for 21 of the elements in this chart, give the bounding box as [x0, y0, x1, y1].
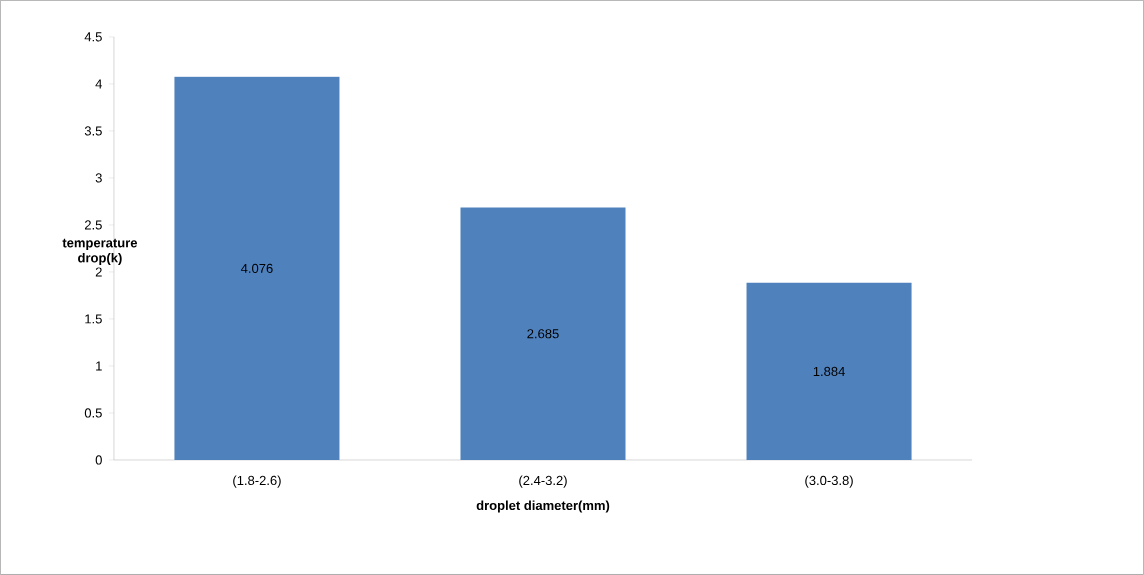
- y-tick-label: 1.5: [85, 314, 102, 324]
- bar: [460, 207, 626, 461]
- x-axis-title: droplet diameter(mm): [476, 500, 610, 513]
- y-tick-label: 3: [95, 173, 102, 183]
- x-tick-label: (1.8-2.6): [233, 475, 281, 488]
- y-tick-label: 1: [96, 361, 102, 371]
- x-tick-label: (2.4-3.2): [519, 475, 567, 488]
- y-tick-label: 4: [95, 79, 103, 89]
- y-tick-label: 4.5: [84, 32, 102, 42]
- data-label: 4.076: [240, 263, 273, 274]
- y-tick-label: 3.5: [84, 126, 102, 136]
- x-tick-label: (3.0-3.8): [805, 475, 853, 488]
- y-tick-label: 0: [95, 455, 102, 465]
- bar: [174, 76, 340, 461]
- data-label: 1.884: [813, 366, 845, 377]
- y-axis-title: temperature drop(k): [62, 238, 138, 266]
- data-label: 2.685: [527, 329, 559, 339]
- y-tick-label: 0.5: [84, 408, 102, 418]
- bar: [746, 282, 912, 461]
- y-tick-label: 2: [95, 267, 102, 277]
- y-tick-label: 2.5: [84, 220, 102, 230]
